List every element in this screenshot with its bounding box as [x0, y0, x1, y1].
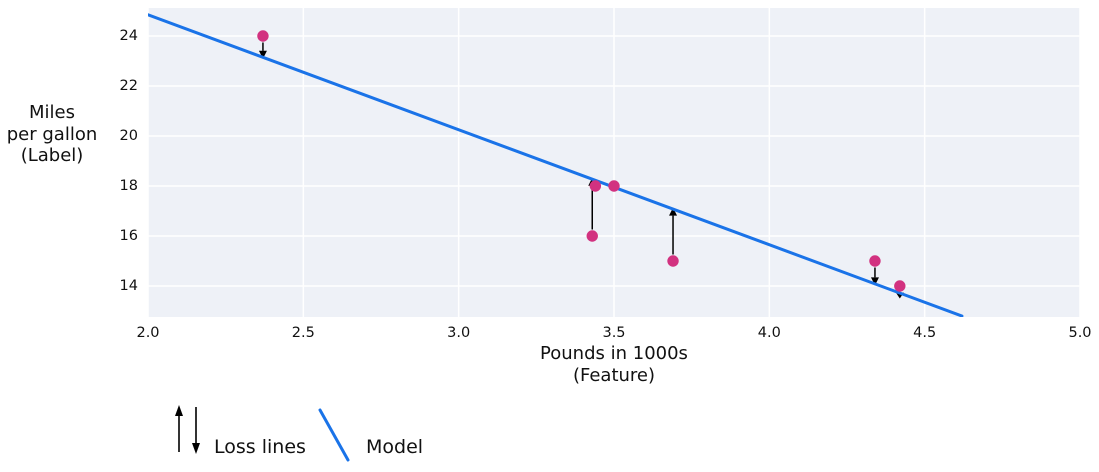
x-axis-label-line: Pounds in 1000s [540, 343, 688, 364]
y-tick-label: 22 [119, 77, 138, 94]
plot-area [148, 8, 1080, 317]
loss-arrow-head [870, 277, 879, 286]
x-tick-label: 4.0 [757, 325, 781, 341]
x-tick-label: 4.5 [913, 325, 937, 341]
gridlines [148, 8, 1080, 317]
model-line-icon [318, 408, 350, 462]
model-line [148, 13, 964, 317]
y-tick-label: 16 [119, 227, 138, 244]
y-axis-label-line: per gallon [6, 123, 98, 145]
data-points [257, 30, 906, 292]
data-point [608, 180, 620, 192]
data-point [869, 255, 881, 267]
data-point [894, 280, 906, 292]
y-tick-label: 18 [119, 177, 138, 194]
loss-lines [258, 42, 904, 299]
y-tick-label: 24 [119, 27, 138, 44]
model-regression-line [148, 13, 964, 317]
y-axis-label: Miles per gallon (Label) [2, 102, 102, 167]
x-tick-label: 2.0 [136, 325, 160, 341]
x-tick-label: 2.5 [291, 325, 315, 341]
loss-arrows-icon [175, 405, 200, 454]
x-tick-label: 3.0 [447, 325, 471, 341]
data-point [589, 180, 602, 192]
y-tick-label: 14 [119, 277, 138, 294]
data-point [257, 30, 269, 42]
y-axis-label-line: (Label) [20, 145, 84, 166]
data-point [586, 230, 598, 242]
x-tick-label: 3.5 [602, 325, 626, 341]
x-axis-label: Pounds in 1000s (Feature) [464, 343, 764, 387]
legend: Loss lines Model [0, 400, 1099, 472]
legend-model-label: Model [366, 436, 424, 458]
loss-arrow-head [258, 50, 267, 59]
legend-loss-label: Loss lines [214, 436, 306, 458]
x-tick-label: 5.0 [1068, 325, 1092, 341]
y-axis-label-line: Miles [29, 102, 75, 123]
x-axis-label-line: (Feature) [572, 365, 656, 386]
loss-arrow-head [669, 207, 678, 216]
data-point [667, 255, 679, 267]
plot-svg [148, 8, 1080, 317]
